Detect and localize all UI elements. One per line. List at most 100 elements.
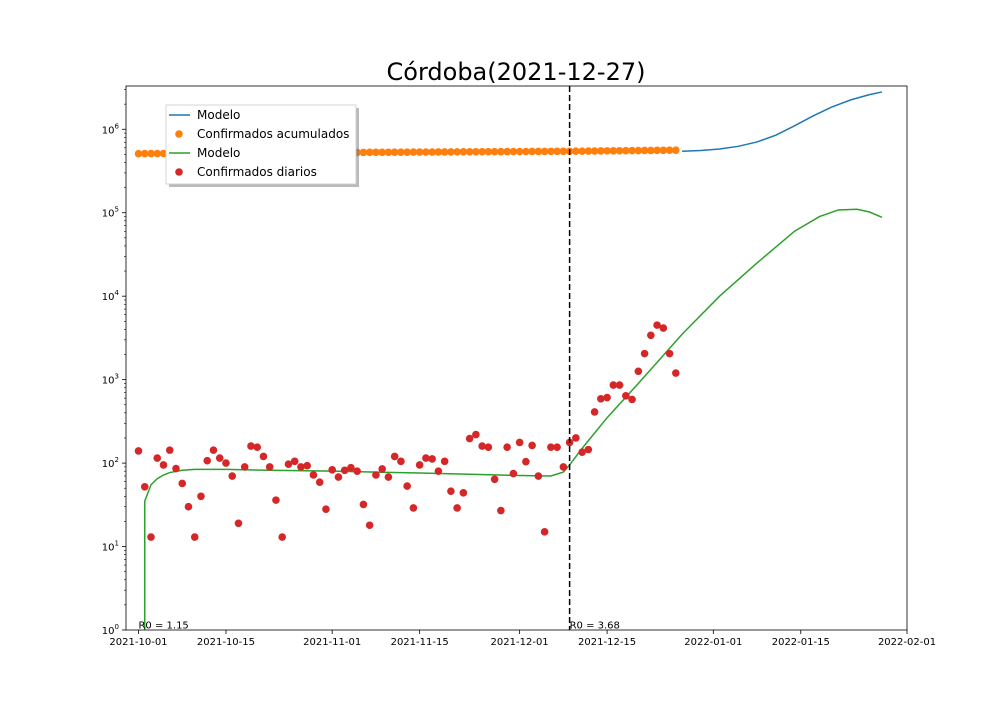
data-point	[247, 442, 255, 450]
data-point	[259, 452, 268, 461]
data-point	[409, 504, 418, 512]
data-point	[672, 369, 680, 377]
data-point	[234, 519, 243, 528]
data-point	[590, 147, 599, 155]
data-point	[672, 146, 680, 154]
data-point	[559, 463, 568, 471]
data-point	[628, 395, 636, 404]
legend-marker-swatch	[175, 130, 183, 138]
data-point	[584, 445, 593, 454]
data-point	[559, 147, 568, 156]
y-tick-exponent: 1	[115, 540, 119, 548]
y-tick-base: 10	[102, 292, 115, 303]
data-point	[459, 148, 468, 156]
data-point	[490, 147, 499, 156]
data-point	[309, 471, 318, 479]
data-point	[522, 147, 530, 156]
data-point	[397, 457, 405, 466]
data-point	[590, 408, 599, 416]
data-point	[597, 394, 605, 403]
data-point	[290, 457, 299, 466]
y-tick-label: 106	[102, 122, 120, 136]
data-point	[503, 443, 511, 452]
data-point	[215, 454, 224, 462]
legend-label: Confirmados acumulados	[197, 127, 349, 141]
data-point	[478, 442, 486, 450]
data-point	[134, 149, 143, 158]
data-point	[615, 146, 624, 155]
data-point	[334, 473, 343, 481]
data-point	[465, 148, 474, 156]
data-point	[453, 148, 461, 156]
data-point	[447, 148, 455, 156]
y-tick-base: 10	[102, 626, 115, 637]
y-tick-label: 100	[102, 623, 119, 637]
data-point	[372, 148, 380, 157]
data-point	[159, 461, 168, 469]
data-point	[272, 496, 280, 504]
data-point	[434, 467, 443, 475]
data-point	[315, 478, 324, 487]
data-point	[515, 147, 524, 156]
data-point	[472, 430, 480, 439]
data-point	[547, 443, 555, 452]
x-axis: 2021-10-01 2021-10-15 2021-11-01 2021-11-15…	[109, 630, 936, 648]
data-point	[640, 349, 649, 358]
data-point	[415, 461, 424, 469]
data-point	[534, 147, 543, 156]
data-point	[465, 434, 474, 443]
data-point	[222, 459, 230, 467]
data-point	[178, 479, 187, 488]
data-point	[322, 505, 330, 514]
data-point	[153, 454, 162, 462]
data-point	[209, 446, 218, 454]
data-point	[597, 147, 605, 155]
y-tick-label: 101	[102, 540, 119, 554]
data-point	[409, 148, 418, 156]
data-point	[603, 147, 611, 155]
data-point	[665, 146, 674, 155]
data-point	[403, 148, 411, 156]
data-point	[240, 463, 249, 471]
y-tick-label: 104	[102, 289, 120, 303]
data-point	[647, 146, 655, 155]
data-point	[353, 467, 361, 475]
data-point	[553, 147, 561, 156]
data-point	[403, 482, 411, 490]
y-tick-base: 10	[102, 376, 115, 387]
data-point	[440, 457, 449, 466]
data-point	[328, 466, 336, 474]
x-tick-label: 2021-12-01	[491, 637, 549, 648]
data-point	[265, 463, 274, 471]
data-point	[447, 487, 455, 496]
data-point	[622, 392, 630, 400]
data-point	[509, 469, 518, 478]
data-point	[572, 434, 580, 442]
data-point	[522, 457, 530, 466]
y-tick-exponent: 0	[115, 623, 119, 631]
y-tick-exponent: 4	[115, 289, 120, 297]
data-point	[459, 489, 468, 497]
data-point	[534, 472, 543, 480]
data-point	[422, 454, 430, 462]
data-point	[634, 146, 643, 155]
r0-annotation: R0 = 3.68	[570, 621, 620, 632]
data-point	[547, 147, 555, 156]
data-point	[640, 146, 649, 155]
y-tick-base: 10	[102, 459, 115, 470]
x-tick-label: 2022-01-15	[772, 637, 830, 648]
data-point	[390, 148, 399, 157]
data-point	[415, 148, 424, 156]
y-tick-label: 103	[102, 373, 119, 387]
data-point	[359, 500, 368, 509]
data-point	[572, 147, 580, 156]
data-point	[140, 482, 149, 491]
data-point	[484, 443, 493, 452]
data-point	[140, 149, 149, 158]
data-point	[453, 504, 461, 512]
data-point	[609, 147, 618, 155]
data-point	[365, 148, 374, 157]
y-tick-exponent: 2	[115, 456, 119, 464]
data-point	[284, 460, 293, 468]
